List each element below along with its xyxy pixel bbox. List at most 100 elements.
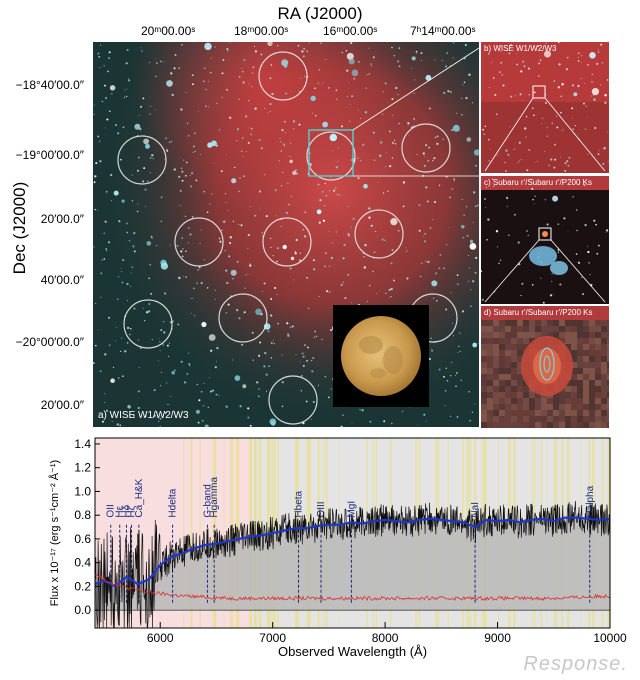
star [302, 55, 305, 58]
star [379, 154, 382, 157]
star [128, 79, 131, 82]
star [138, 114, 140, 116]
star [450, 361, 453, 364]
star [560, 111, 562, 114]
star [159, 350, 161, 352]
star [330, 388, 332, 390]
pixel [571, 422, 577, 428]
star [573, 92, 578, 97]
star [107, 241, 111, 244]
star [416, 52, 418, 54]
pixel [523, 404, 529, 410]
pixel [493, 332, 499, 338]
star [315, 115, 317, 117]
star [104, 353, 107, 356]
star [171, 93, 174, 97]
star [160, 220, 162, 223]
star [458, 130, 460, 132]
star [461, 225, 465, 229]
star [172, 328, 174, 330]
star [214, 298, 217, 300]
star [173, 168, 176, 171]
pixel [571, 392, 577, 398]
star [325, 59, 327, 61]
star [293, 279, 295, 281]
star [481, 270, 483, 273]
star [347, 232, 350, 236]
star [455, 385, 457, 388]
star [254, 107, 257, 110]
star [427, 159, 430, 162]
y-tick-label: 0.2 [74, 579, 91, 593]
star [491, 178, 494, 180]
star [254, 45, 256, 47]
pixel [511, 374, 517, 380]
pixel [601, 386, 607, 392]
panel-b-label: b) WISE W1/W2/W3 [484, 44, 557, 53]
pixel [595, 350, 601, 356]
star [200, 281, 203, 285]
star [106, 250, 108, 252]
pixel [517, 416, 523, 422]
star [448, 196, 452, 199]
star [165, 137, 168, 140]
star [349, 104, 351, 106]
star [464, 43, 467, 47]
star [93, 362, 95, 365]
star [347, 95, 348, 97]
pixel [583, 392, 589, 398]
star [551, 273, 553, 275]
star [225, 312, 227, 314]
x-tick-label: 9000 [484, 631, 511, 645]
star [501, 74, 503, 76]
star [143, 307, 145, 309]
pixel [607, 422, 609, 428]
pixel [517, 326, 523, 332]
star [276, 45, 279, 47]
star [147, 180, 149, 182]
star [273, 342, 275, 345]
pixel [601, 338, 607, 344]
star [192, 83, 194, 86]
star [287, 182, 289, 184]
star [347, 82, 349, 84]
star [126, 88, 128, 90]
star [325, 195, 328, 197]
star [433, 297, 435, 299]
star [194, 132, 196, 134]
star [126, 222, 128, 225]
star [235, 308, 239, 312]
star [94, 344, 97, 347]
star [210, 349, 213, 352]
star [173, 67, 176, 70]
star [388, 130, 391, 133]
pixel [511, 416, 517, 422]
pixel [607, 392, 609, 398]
star [254, 214, 257, 217]
star [216, 346, 219, 350]
star [164, 411, 167, 414]
star [415, 50, 418, 53]
pixel [523, 326, 529, 332]
star [456, 372, 458, 374]
star [159, 425, 161, 427]
star [129, 333, 131, 336]
star [104, 84, 106, 87]
pixel [565, 332, 571, 338]
star [137, 406, 140, 410]
pixel [523, 344, 529, 350]
star [368, 73, 370, 75]
pixel [505, 422, 511, 428]
pixel [571, 416, 577, 422]
star [571, 107, 574, 110]
star [425, 420, 427, 422]
star [270, 237, 272, 240]
star [236, 260, 239, 263]
star [435, 272, 438, 275]
star [393, 279, 395, 282]
star [517, 161, 519, 163]
star [520, 70, 523, 73]
star [498, 71, 501, 74]
star [261, 291, 263, 293]
pixel [601, 422, 607, 428]
